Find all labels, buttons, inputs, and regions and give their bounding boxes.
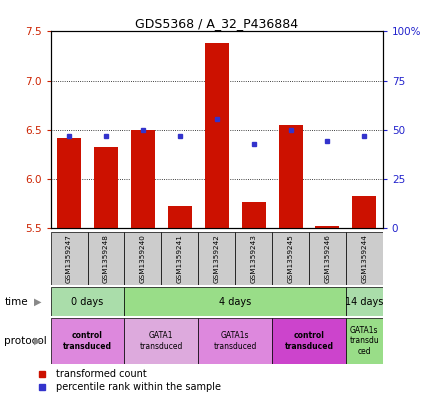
Title: GDS5368 / A_32_P436884: GDS5368 / A_32_P436884 [135,17,298,30]
Text: GSM1359241: GSM1359241 [177,234,183,283]
Bar [94,147,118,228]
Bar [51,318,125,364]
Text: time: time [4,297,28,307]
Bar [131,130,155,228]
Bar [346,318,383,364]
Bar [242,202,266,228]
Text: GATA1s
transduced: GATA1s transduced [213,331,257,351]
Bar [309,232,346,285]
Text: GSM1359245: GSM1359245 [287,234,293,283]
Bar [272,318,346,364]
Bar [235,232,272,285]
Text: GSM1359244: GSM1359244 [361,234,367,283]
Text: transformed count: transformed count [56,369,147,379]
Bar [198,318,272,364]
Bar [125,318,198,364]
Text: ▶: ▶ [34,336,42,346]
Bar [198,232,235,285]
Text: GSM1359248: GSM1359248 [103,234,109,283]
Text: GATA1s
transdu
ced: GATA1s transdu ced [349,326,379,356]
Text: 14 days: 14 days [345,297,384,307]
Text: ▶: ▶ [34,297,42,307]
Text: control
transduced: control transduced [285,331,334,351]
Bar [168,206,192,228]
Bar [51,287,125,316]
Bar [125,232,161,285]
Bar [161,232,198,285]
Text: GSM1359246: GSM1359246 [324,234,330,283]
Text: control
transduced: control transduced [63,331,112,351]
Text: protocol: protocol [4,336,47,346]
Bar [352,196,376,228]
Text: GSM1359240: GSM1359240 [140,234,146,283]
Text: GSM1359247: GSM1359247 [66,234,72,283]
Bar [315,226,339,228]
Text: percentile rank within the sample: percentile rank within the sample [56,382,221,393]
Text: GATA1
transduced: GATA1 transduced [139,331,183,351]
Bar [346,232,383,285]
Bar [57,138,81,228]
Text: GSM1359243: GSM1359243 [251,234,257,283]
Bar [205,43,229,228]
Bar [346,287,383,316]
Bar [279,125,303,228]
Bar [272,232,309,285]
Text: 4 days: 4 days [219,297,251,307]
Text: GSM1359242: GSM1359242 [214,234,220,283]
Bar [125,287,346,316]
Bar [51,232,88,285]
Bar [88,232,125,285]
Text: 0 days: 0 days [71,297,104,307]
